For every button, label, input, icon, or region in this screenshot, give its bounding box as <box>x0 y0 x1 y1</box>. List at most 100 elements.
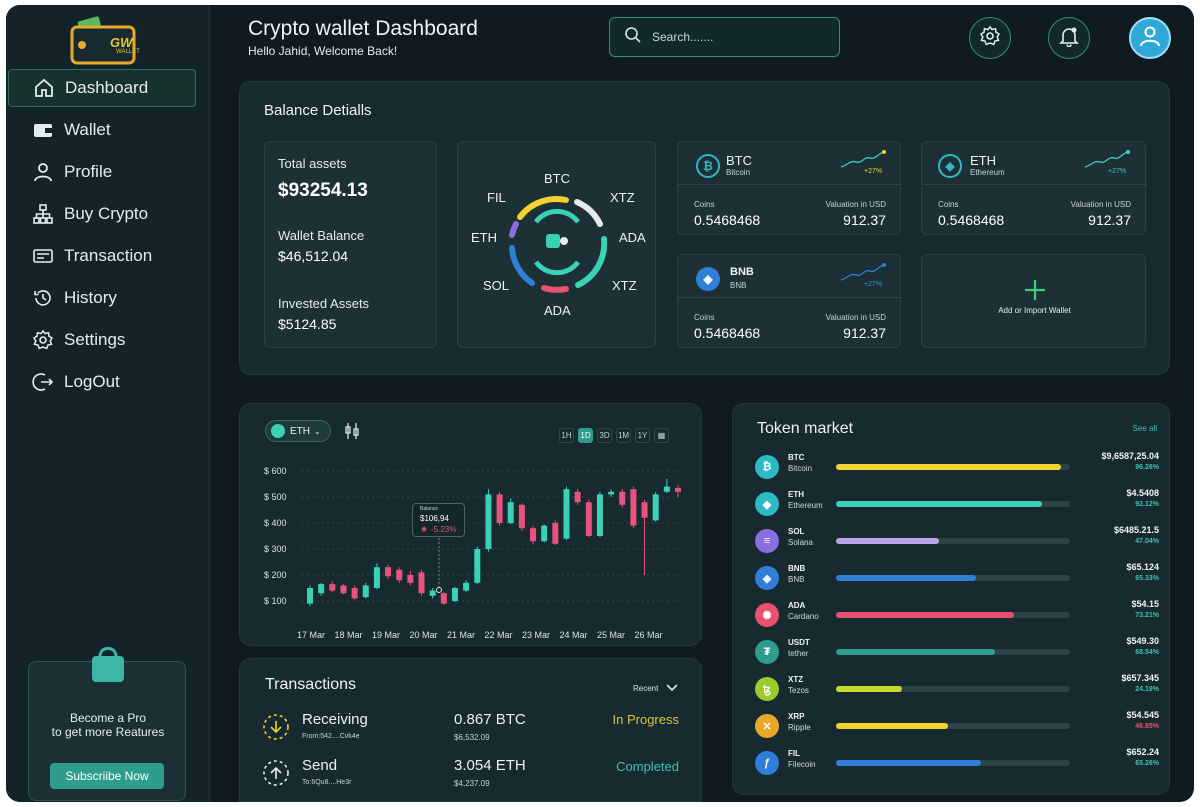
transaction-row[interactable]: Send To:6Qu8....He3r 3.054 ETH $4,237.09… <box>240 753 703 793</box>
token-row[interactable]: ₿ BTC Bitcoin $9,6587,25.04 96.26% <box>733 451 1169 485</box>
notifications-button[interactable] <box>1048 17 1090 59</box>
candle[interactable] <box>451 588 458 601</box>
token-share-fill <box>836 612 1014 618</box>
candle[interactable] <box>630 489 637 526</box>
timeframe-1h[interactable]: 1H <box>559 428 574 443</box>
timeframe-1m[interactable]: 1M <box>616 428 631 443</box>
candle[interactable] <box>373 567 380 588</box>
candle[interactable] <box>307 588 313 604</box>
sidebar-item-settings[interactable]: Settings <box>6 321 210 359</box>
candle[interactable] <box>663 486 670 492</box>
donut-label-ada-bottom: ADA <box>544 303 571 318</box>
token-row[interactable]: ƒ FIL Filecoin $652.24 65.26% <box>733 747 1169 781</box>
candle[interactable] <box>407 575 414 583</box>
valuation-value: 912.37 <box>843 212 886 228</box>
dashboard-window: GW WALLET Dashboard Wallet Profile <box>6 5 1194 802</box>
candle[interactable] <box>440 593 447 604</box>
token-row[interactable]: ✺ ADA Cardano $54.15 73.21% <box>733 599 1169 633</box>
candle[interactable] <box>485 494 492 549</box>
candle[interactable] <box>652 494 659 521</box>
timeframe-3d[interactable]: 3D <box>597 428 612 443</box>
candle[interactable] <box>429 590 436 596</box>
token-row[interactable]: ≡ SOL Solana $6485.21.5 47.04% <box>733 525 1169 559</box>
token-symbol: XTZ <box>788 675 804 684</box>
candle[interactable] <box>329 584 336 591</box>
coin-card-btc[interactable]: ₿ BTC Bitcoin +27% Coins 0.5468468 Valua… <box>677 141 902 235</box>
coin-card-eth[interactable]: ◆ ETH Ethereum +27% Coins 0.5468468 Valu… <box>921 141 1147 235</box>
see-all-link[interactable]: See all <box>1132 424 1157 433</box>
candle[interactable] <box>675 487 681 492</box>
tooltip-point <box>436 587 442 593</box>
sidebar-item-history[interactable]: History <box>6 279 210 317</box>
divider <box>922 184 1147 185</box>
coin-selector[interactable]: ETH ⌄ <box>265 420 331 442</box>
candle[interactable] <box>585 502 592 536</box>
logo[interactable]: GW WALLET <box>68 11 148 67</box>
candle[interactable] <box>518 504 525 529</box>
token-share-fill <box>836 649 995 655</box>
donut-label-sol: SOL <box>483 278 510 293</box>
coin-name: Ethereum <box>970 168 1005 177</box>
wallet-balance-value: $46,512.04 <box>278 248 349 264</box>
search-icon <box>624 26 642 49</box>
candle[interactable] <box>507 502 514 523</box>
plus-icon <box>1024 279 1046 306</box>
coin-card-bnb[interactable]: ◈ BNB BNB +27% Coins 0.5468468 Valuation… <box>677 254 902 348</box>
candle[interactable] <box>351 588 358 599</box>
candlestick-chart: $ 100 $ 200 $ 300 $ 400 $ 500 $ 600 17 Mar 18 M… <box>264 466 681 640</box>
candle[interactable] <box>340 585 347 594</box>
coin-change: +27% <box>1108 168 1127 175</box>
candlestick-toggle-icon[interactable] <box>344 422 360 445</box>
candle[interactable] <box>530 528 537 542</box>
candle[interactable] <box>385 567 392 577</box>
candle[interactable] <box>463 582 470 591</box>
candle[interactable] <box>552 523 559 544</box>
candle[interactable] <box>541 525 548 542</box>
candle[interactable] <box>362 585 369 598</box>
add-wallet-button[interactable]: Add or Import Wallet <box>921 254 1146 348</box>
sidebar-item-buy-crypto[interactable]: Buy Crypto <box>6 195 210 233</box>
invested-assets-label: Invested Assets <box>278 296 370 311</box>
sparkline-icon <box>840 263 886 281</box>
settings-button[interactable] <box>969 17 1011 59</box>
calendar-icon[interactable]: ▦ <box>654 428 669 443</box>
sidebar-item-label: Wallet <box>64 120 111 139</box>
timeframe-1d[interactable]: 1D <box>578 428 593 443</box>
avatar[interactable] <box>1129 17 1171 59</box>
candle[interactable] <box>563 489 570 539</box>
timeframe-1y[interactable]: 1Y <box>635 428 650 443</box>
sidebar-item-dashboard[interactable]: Dashboard <box>8 69 196 107</box>
candle[interactable] <box>641 502 648 518</box>
candle[interactable] <box>474 549 481 583</box>
sidebar-item-wallet[interactable]: Wallet <box>6 111 210 149</box>
transactions-filter-dropdown[interactable]: Recent <box>633 679 678 697</box>
token-row[interactable]: ◈ BNB BNB $65.124 65.33% <box>733 562 1169 596</box>
subscribe-button[interactable]: Subscriibe Now <box>50 763 164 789</box>
token-row[interactable]: ◆ ETH Ethereum $4.5408 92.12% <box>733 488 1169 522</box>
candle[interactable] <box>318 584 325 594</box>
sidebar-item-transaction[interactable]: Transaction <box>6 237 210 275</box>
sidebar-item-logout[interactable]: LogOut <box>6 363 210 401</box>
candle[interactable] <box>608 491 615 495</box>
transaction-row[interactable]: Receiving From:542....Cvk4e 0.867 BTC $6… <box>240 707 703 747</box>
token-row[interactable]: ✕ XRP Ripple $54.545 46.85% <box>733 710 1169 744</box>
search-input[interactable]: Search....... <box>609 17 840 57</box>
candle[interactable] <box>574 491 581 503</box>
down-arrow-icon: ◉ <box>421 526 428 533</box>
candle[interactable] <box>396 569 403 581</box>
candle[interactable] <box>596 494 603 536</box>
sidebar-item-profile[interactable]: Profile <box>6 153 210 191</box>
token-row[interactable]: ꜩ XTZ Tezos $657.345 24.19% <box>733 673 1169 707</box>
token-percent: 96.26% <box>1135 464 1159 471</box>
logo-text: GW <box>110 35 133 50</box>
candle[interactable] <box>496 494 503 523</box>
token-row[interactable]: ₮ USDT tether $549.30 68.54% <box>733 636 1169 670</box>
promo-text: Become a Pro to get more Reatures <box>29 711 187 739</box>
sidebar-item-label: Dashboard <box>65 78 149 97</box>
candle[interactable] <box>619 491 626 505</box>
transactions-panel: Transactions Recent Receiving From:542..… <box>239 658 702 802</box>
valuation-value: 912.37 <box>843 325 886 341</box>
bnb-icon: ◈ <box>696 267 720 291</box>
candle[interactable] <box>418 572 425 594</box>
transaction-usd: $4,237.09 <box>454 779 490 788</box>
